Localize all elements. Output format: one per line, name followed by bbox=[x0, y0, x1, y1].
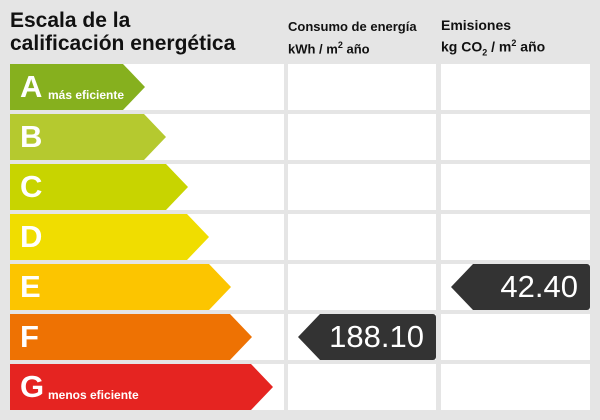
consumption-header: Consumo de energía kWh / m2 año bbox=[288, 19, 417, 57]
rating-letter: B bbox=[20, 119, 43, 154]
rating-arrow-e: E bbox=[10, 264, 231, 310]
rating-letter: E bbox=[20, 269, 41, 304]
rating-arrow-c: C bbox=[10, 164, 188, 210]
rating-note: más eficiente bbox=[48, 88, 125, 102]
rating-letter: C bbox=[20, 169, 43, 204]
consumption-cell bbox=[288, 164, 436, 210]
rating-letter: G bbox=[20, 369, 45, 404]
rating-arrow-b: B bbox=[10, 114, 166, 160]
rating-letter: A bbox=[20, 69, 43, 104]
rating-arrow-d: D bbox=[10, 214, 209, 260]
rating-note: menos eficiente bbox=[48, 388, 139, 402]
emissions-cell bbox=[441, 64, 590, 110]
emissions-cell bbox=[441, 114, 590, 160]
emissions-header: Emisiones kg CO2 / m2 año bbox=[441, 17, 546, 58]
emissions-value-indicator: 42.40 bbox=[451, 264, 590, 310]
consumption-cell bbox=[288, 64, 436, 110]
consumption-cell bbox=[288, 264, 436, 310]
emissions-cell bbox=[441, 314, 590, 360]
emissions-cell bbox=[441, 364, 590, 410]
consumption-value-indicator: 188.10 bbox=[298, 314, 436, 360]
consumption-cell bbox=[288, 214, 436, 260]
consumption-cell bbox=[288, 364, 436, 410]
emissions-cell bbox=[441, 164, 590, 210]
page-title: Escala de la calificación energética bbox=[10, 9, 236, 55]
rating-letter: F bbox=[20, 319, 39, 354]
rating-letter: D bbox=[20, 219, 43, 254]
rating-arrow-f: F bbox=[10, 314, 252, 360]
emissions-cell bbox=[441, 214, 590, 260]
consumption-cell bbox=[288, 114, 436, 160]
